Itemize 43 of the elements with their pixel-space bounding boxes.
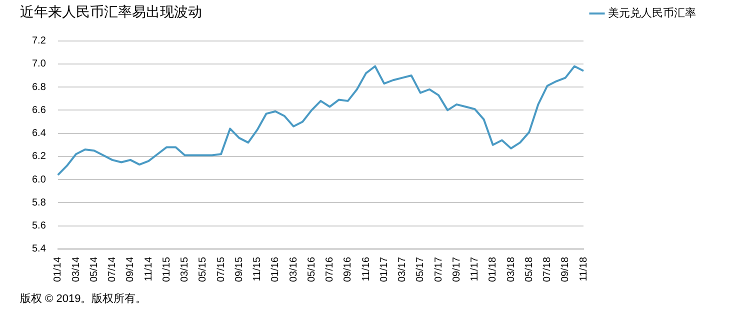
- y-tick-label: 6.6: [32, 104, 46, 116]
- x-tick-label: 03/15: [180, 256, 191, 282]
- x-tick-label: 05/15: [198, 256, 209, 282]
- y-tick-label: 5.4: [32, 244, 46, 255]
- x-tick-label: 03/14: [70, 256, 82, 282]
- x-tick-label: 01/16: [270, 256, 282, 282]
- x-tick-label: 11/14: [143, 256, 154, 282]
- y-tick-label: 6.8: [32, 82, 46, 93]
- x-tick-label: 05/14: [88, 256, 100, 282]
- x-tick-label: 11/16: [360, 256, 372, 282]
- y-tick-label: 7.0: [32, 58, 46, 70]
- x-tick-label: 07/17: [433, 256, 444, 282]
- text: 版权 © 2019。版权所有。: [20, 292, 148, 306]
- y-tick-label: 5.8: [32, 197, 46, 208]
- x-tick-label: 09/15: [234, 256, 245, 282]
- y-tick-label: 7.2: [32, 36, 46, 47]
- x-tick-label: 09/18: [560, 256, 572, 282]
- x-tick-label: 03/17: [397, 256, 408, 282]
- y-tick-label: 5.6: [32, 220, 46, 232]
- x-tick-label: 01/14: [52, 256, 64, 282]
- x-tick-label: 01/18: [488, 256, 499, 282]
- x-tick-label: 11/18: [578, 256, 590, 282]
- x-tick-label: 03/16: [288, 256, 300, 282]
- x-tick-label: 07/14: [107, 256, 118, 282]
- x-tick-label: 05/17: [415, 256, 426, 282]
- chart-title: 近年来人民币汇率易出现波动: [20, 3, 202, 20]
- x-tick-label: 07/15: [216, 256, 227, 282]
- x-tick-label: 03/18: [506, 256, 517, 282]
- y-tick-label: 6.4: [32, 128, 46, 140]
- x-tick-label: 01/15: [161, 256, 172, 282]
- y-tick-label: 6.0: [32, 174, 46, 186]
- x-tick-label: 05/18: [524, 256, 535, 282]
- x-tick-label: 09/14: [125, 256, 136, 282]
- legend-label: 美元兑人民币汇率: [608, 6, 696, 20]
- x-tick-label: 05/16: [306, 256, 318, 282]
- x-tick-label: 11/17: [470, 256, 481, 282]
- x-tick-label: 11/15: [252, 256, 264, 282]
- x-tick-label: 09/16: [342, 256, 354, 282]
- x-tick-label: 07/18: [542, 256, 553, 282]
- y-tick-label: 6.2: [32, 151, 46, 162]
- x-tick-label: 09/17: [451, 256, 462, 282]
- x-tick-label: 07/16: [324, 256, 336, 282]
- x-tick-label: 01/17: [378, 256, 390, 282]
